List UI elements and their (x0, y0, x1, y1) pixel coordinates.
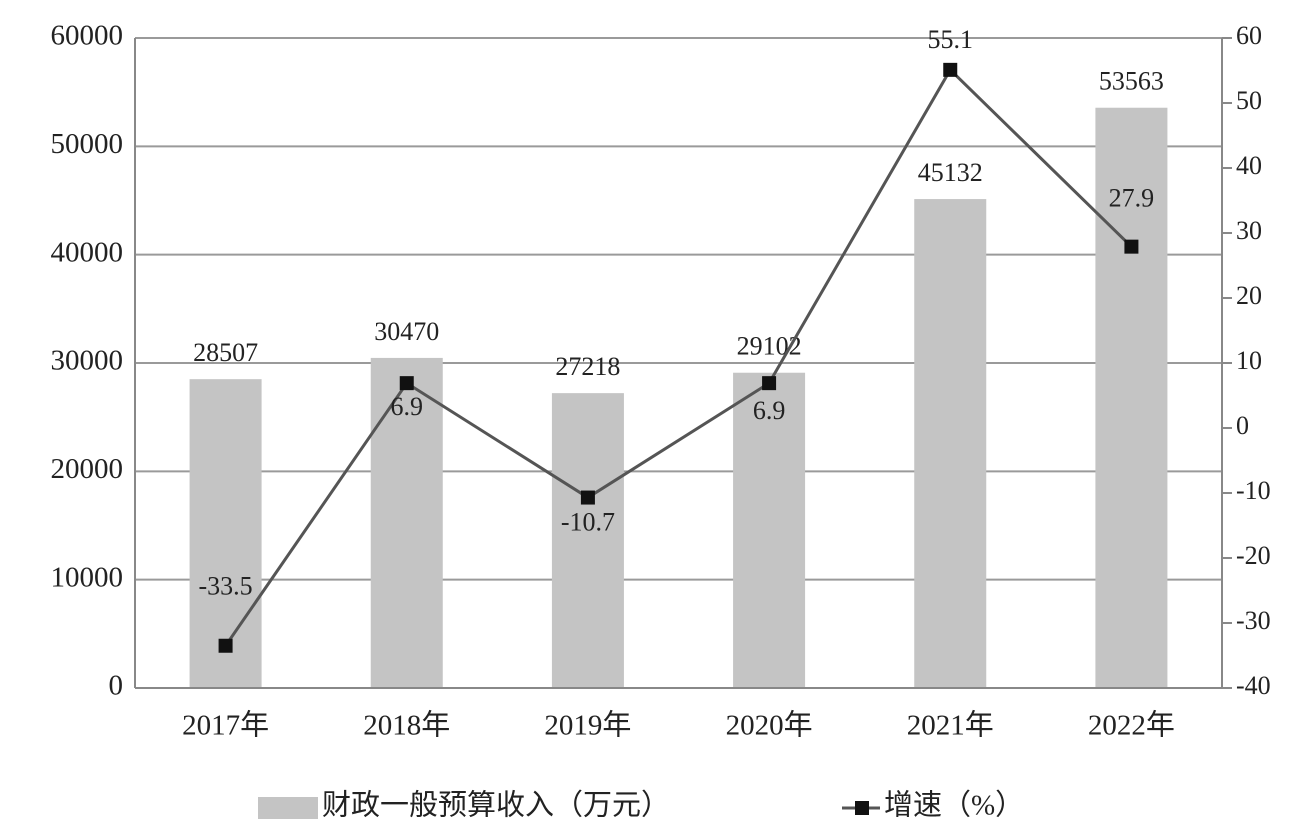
bar (1095, 107, 1168, 688)
line-value-label: 27.9 (1109, 184, 1155, 213)
x-tick-label: 2022年 (1088, 709, 1175, 742)
x-tick-label: 2017年 (182, 709, 269, 742)
bar (733, 372, 806, 688)
y2-tick-label: 20 (1236, 281, 1262, 310)
bar (914, 199, 987, 688)
line-marker (762, 376, 777, 391)
line-value-label: 55.1 (928, 25, 974, 54)
line-value-label: 6.9 (753, 396, 786, 425)
bar (189, 379, 262, 688)
y2-tick-label: -40 (1236, 671, 1271, 700)
line-marker (943, 62, 958, 77)
y2-tick-label: 50 (1236, 86, 1262, 115)
y2-tick-label: -20 (1236, 541, 1271, 570)
y-tick-label: 30000 (51, 345, 124, 377)
line-value-label: -10.7 (561, 508, 615, 537)
line-value-label: 6.9 (391, 392, 424, 421)
x-tick-label: 2020年 (726, 709, 813, 742)
y-tick-label: 60000 (51, 20, 124, 52)
line-marker (399, 376, 414, 391)
line-value-label: -33.5 (198, 572, 252, 601)
bar-value-label: 30470 (374, 317, 439, 346)
y2-tick-label: -30 (1236, 606, 1271, 635)
legend-swatch (258, 797, 318, 819)
y-tick-label: 10000 (51, 561, 124, 593)
bar (551, 393, 624, 688)
y2-tick-label: 0 (1236, 411, 1249, 440)
bar-value-label: 28507 (193, 338, 258, 367)
legend-label: 增速（%） (884, 789, 1024, 822)
y-tick-label: 40000 (51, 236, 124, 268)
bar-value-label: 53563 (1099, 67, 1164, 96)
x-tick-label: 2019年 (544, 709, 631, 742)
y-tick-label: 50000 (51, 128, 124, 160)
y2-tick-label: 10 (1236, 346, 1262, 375)
legend-marker (855, 801, 869, 815)
bar-value-label: 27218 (555, 352, 620, 381)
y-tick-label: 20000 (51, 453, 124, 485)
y2-tick-label: -10 (1236, 476, 1271, 505)
y2-tick-label: 40 (1236, 151, 1262, 180)
y2-tick-label: 30 (1236, 216, 1262, 245)
y-tick-label: 0 (109, 670, 124, 702)
line-marker (1124, 239, 1139, 254)
bar-value-label: 45132 (918, 158, 983, 187)
line-marker (580, 490, 595, 505)
legend-label: 财政一般预算收入（万元） (322, 789, 670, 822)
x-tick-label: 2021年 (907, 709, 994, 742)
line (224, 67, 1133, 647)
y2-tick-label: 60 (1236, 21, 1262, 50)
x-tick-label: 2018年 (363, 709, 450, 742)
line-marker (218, 638, 233, 653)
bar (370, 357, 443, 688)
